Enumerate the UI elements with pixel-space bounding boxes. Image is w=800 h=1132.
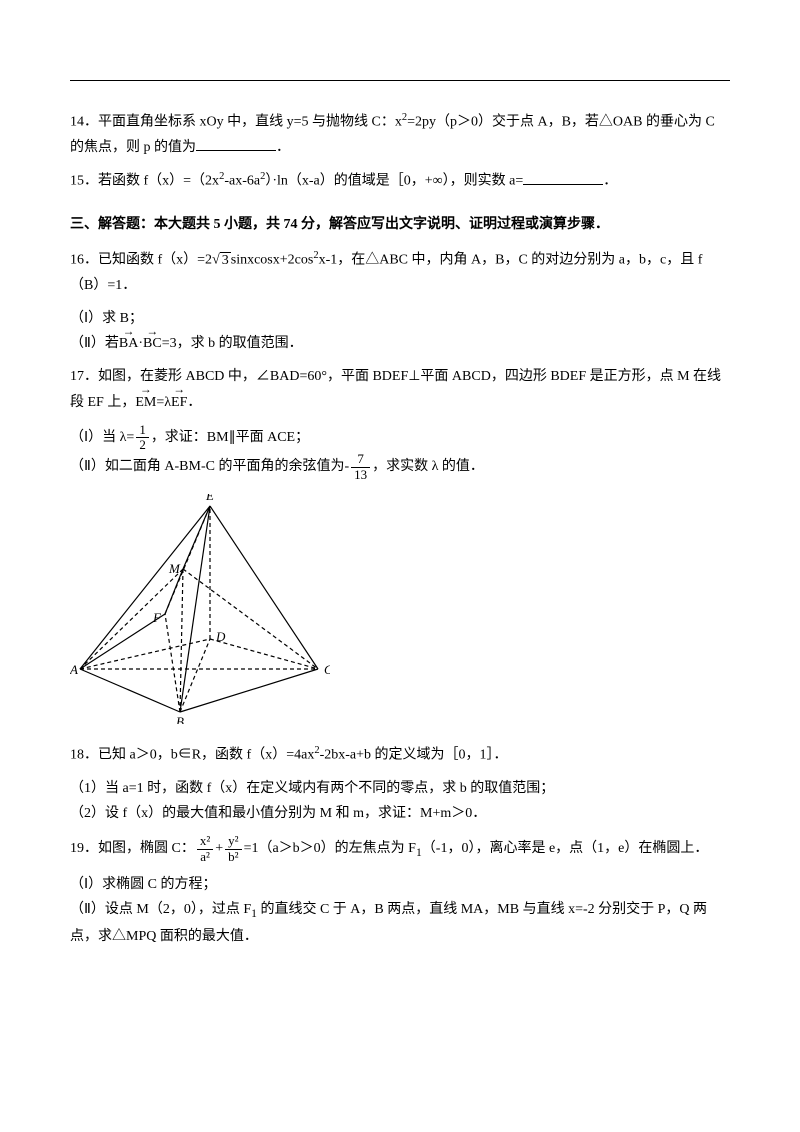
text: （Ⅱ）如二面角 A-BM-C 的平面角的余弦值为- [70, 459, 349, 474]
fraction-half: 12 [136, 423, 149, 453]
text: （Ⅱ）设点 M（2，0），过点 F [70, 902, 251, 917]
top-rule [70, 80, 730, 81]
blank-field [523, 170, 603, 185]
sqrt-value: 3 [220, 252, 231, 268]
text: 已知函数 f（x）=2 [98, 253, 212, 268]
text: =1（a＞b＞0）的左焦点为 F [244, 841, 416, 856]
problem-16: 16．已知函数 f（x）=2√3sinxcosx+2cos2x-1，在△ABC … [70, 247, 730, 298]
text: ）·ln（x-a）的值域是［0，+∞），则实数 a= [265, 174, 523, 189]
text: （-1，0），离心率是 e，点（1，e）在椭圆上． [422, 841, 709, 856]
text: -2bx-a+b 的定义域为［0，1］． [320, 748, 508, 763]
problem-15: 15．若函数 f（x）=（2x2-ax-6a2）·ln（x-a）的值域是［0，+… [70, 168, 730, 194]
text: -ax-6a [224, 174, 260, 189]
problem-18: 18．已知 a＞0，b∈R，函数 f（x）=4ax2-2bx-a+b 的定义域为… [70, 742, 730, 768]
problem-17: 17．如图，在菱形 ABCD 中，∠BAD=60°，平面 BDEF⊥平面 ABC… [70, 364, 730, 414]
problem-14: 14．平面直角坐标系 xOy 中，直线 y=5 与抛物线 C：x2=2py（p＞… [70, 109, 730, 160]
vector-ba: BA [119, 331, 138, 356]
svg-text:F: F [152, 610, 162, 625]
text: （Ⅱ）若 [70, 336, 119, 351]
section-3-title: 三、解答题：本大题共 5 小题，共 74 分，解答应写出文字说明、证明过程或演算… [70, 212, 730, 237]
svg-text:B: B [176, 714, 184, 724]
problem-number: 15． [70, 174, 98, 189]
sqrt-symbol: √ [212, 253, 220, 268]
text: 已知 a＞0，b∈R，函数 f（x）=4ax [98, 748, 314, 763]
svg-text:M: M [168, 561, 181, 576]
problem-number: 18． [70, 748, 98, 763]
text: ． [603, 174, 617, 189]
plus-symbol: + [215, 841, 223, 856]
problem-19-part2: （Ⅱ）设点 M（2，0），过点 F1 的直线交 C 于 A，B 两点，直线 MA… [70, 897, 730, 949]
text: ． [187, 395, 201, 410]
svg-text:C: C [324, 662, 330, 677]
text: 若函数 f（x）=（2x [98, 174, 219, 189]
vector-em: EM [135, 390, 156, 415]
text: ． [276, 140, 290, 155]
blank-field [196, 136, 276, 151]
fraction-7-13: 713 [351, 452, 370, 482]
svg-text:E: E [205, 494, 214, 503]
problem-17-part1: （Ⅰ）当 λ=12，求证：BM∥平面 ACE； [70, 423, 730, 453]
text: ，求证：BM∥平面 ACE； [151, 430, 309, 445]
text: （Ⅰ）当 λ= [70, 430, 134, 445]
problem-18-part1: （1）当 a=1 时，函数 f（x）在定义域内有两个不同的零点，求 b 的取值范… [70, 776, 730, 801]
problem-number: 16． [70, 253, 98, 268]
svg-text:A: A [70, 662, 78, 677]
text: sinxcosx+2cos [231, 253, 314, 268]
svg-text:D: D [215, 629, 226, 644]
fraction-x2a2: x²a² [197, 834, 213, 864]
text: 如图，椭圆 C： [98, 841, 195, 856]
text: ，求实数 λ 的值． [372, 459, 484, 474]
problem-17-part2: （Ⅱ）如二面角 A-BM-C 的平面角的余弦值为-713，求实数 λ 的值． [70, 452, 730, 482]
problem-number: 19． [70, 841, 98, 856]
problem-number: 17． [70, 369, 98, 384]
problem-16-part1: （Ⅰ）求 B； [70, 306, 730, 331]
problem-19: 19．如图，椭圆 C：x²a²+y²b²=1（a＞b＞0）的左焦点为 F1（-1… [70, 834, 730, 864]
vector-bc: BC [143, 331, 162, 356]
problem-19-part1: （Ⅰ）求椭圆 C 的方程； [70, 872, 730, 897]
text: 平面直角坐标系 xOy 中，直线 y=5 与抛物线 C：x [98, 115, 402, 130]
geometry-diagram-svg: A B C D E F M [70, 494, 330, 724]
fraction-y2b2: y²b² [225, 834, 241, 864]
vector-ef: EF [171, 390, 187, 415]
text: =3，求 b 的取值范围． [162, 336, 303, 351]
problem-16-part2: （Ⅱ）若BA·BC=3，求 b 的取值范围． [70, 331, 730, 356]
figure-17-diagram: A B C D E F M [70, 494, 730, 724]
problem-18-part2: （2）设 f（x）的最大值和最小值分别为 M 和 m，求证：M+m＞0． [70, 801, 730, 826]
problem-number: 14． [70, 115, 98, 130]
text: =λ [156, 395, 171, 410]
